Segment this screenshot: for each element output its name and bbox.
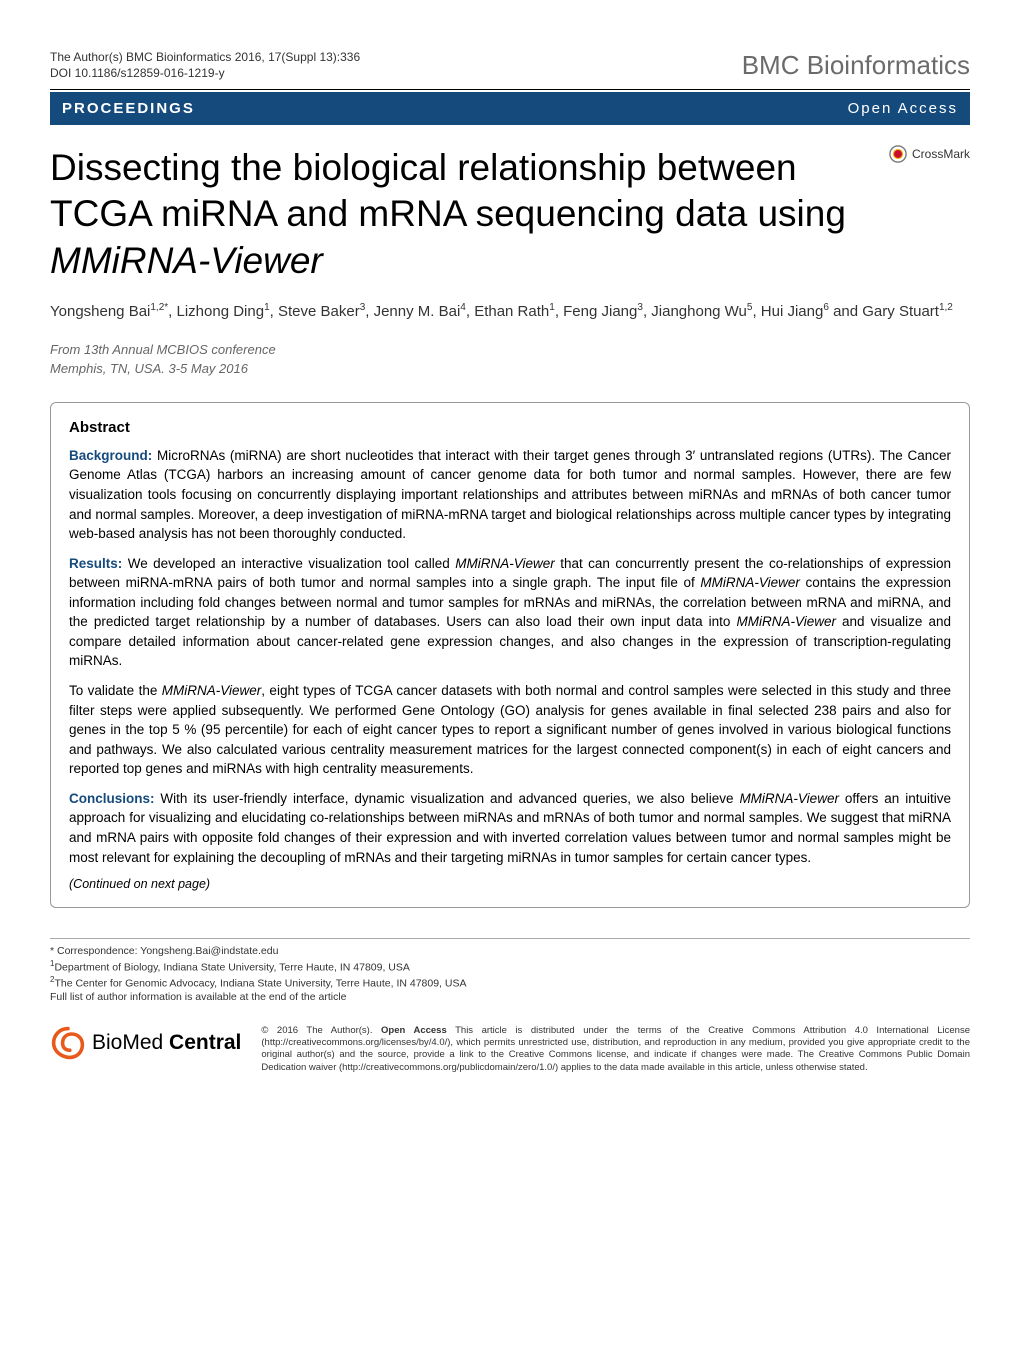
background-text: MicroRNAs (miRNA) are short nucleotides … xyxy=(69,448,951,541)
bmc-logo-text: BioMed Central xyxy=(92,1031,241,1055)
proceedings-banner: PROCEEDINGS Open Access xyxy=(50,92,970,125)
crossmark-label: CrossMark xyxy=(912,147,970,161)
divider xyxy=(50,89,970,90)
author-list: Yongsheng Bai1,2*, Lizhong Ding1, Steve … xyxy=(50,300,970,324)
conclusions-label: Conclusions: xyxy=(69,791,155,806)
abstract-results-p1: Results: We developed an interactive vis… xyxy=(69,554,951,671)
bmc-swirl-icon xyxy=(50,1025,86,1061)
biomed-central-logo: BioMed Central xyxy=(50,1025,241,1061)
conference-info: From 13th Annual MCBIOS conference Memph… xyxy=(50,341,970,377)
abstract-conclusions: Conclusions: With its user-friendly inte… xyxy=(69,789,951,867)
abstract-heading: Abstract xyxy=(69,419,951,436)
title-text: Dissecting the biological relationship b… xyxy=(50,147,846,234)
citation-line-1: The Author(s) BMC Bioinformatics 2016, 1… xyxy=(50,50,360,66)
continued-note: (Continued on next page) xyxy=(69,877,951,891)
crossmark-badge[interactable]: CrossMark xyxy=(889,145,970,163)
journal-name: BMC Bioinformatics xyxy=(742,50,970,81)
full-author-list-note: Full list of author information is avail… xyxy=(50,991,970,1005)
footer-affiliations: * Correspondence: Yongsheng.Bai@indstate… xyxy=(50,938,970,1005)
header-bar: The Author(s) BMC Bioinformatics 2016, 1… xyxy=(50,50,970,81)
license-text: © 2016 The Author(s). Open Access This a… xyxy=(261,1025,970,1074)
conference-from: From 13th Annual MCBIOS conference xyxy=(50,341,970,359)
citation-line-2: DOI 10.1186/s12859-016-1219-y xyxy=(50,66,360,82)
conference-where: Memphis, TN, USA. 3-5 May 2016 xyxy=(50,360,970,378)
abstract-results-p2: To validate the MMiRNA-Viewer, eight typ… xyxy=(69,681,951,779)
affiliation-1: 1Department of Biology, Indiana State Un… xyxy=(50,959,970,975)
banner-left: PROCEEDINGS xyxy=(62,100,195,117)
citation-block: The Author(s) BMC Bioinformatics 2016, 1… xyxy=(50,50,360,81)
correspondence: * Correspondence: Yongsheng.Bai@indstate… xyxy=(50,945,970,959)
abstract-box: Abstract Background: MicroRNAs (miRNA) a… xyxy=(50,402,970,908)
results-label: Results: xyxy=(69,556,122,571)
title-italic: MMiRNA-Viewer xyxy=(50,240,323,281)
abstract-background: Background: MicroRNAs (miRNA) are short … xyxy=(69,446,951,544)
affiliation-2: 2The Center for Genomic Advocacy, Indian… xyxy=(50,975,970,991)
license-row: BioMed Central © 2016 The Author(s). Ope… xyxy=(50,1025,970,1074)
background-label: Background: xyxy=(69,448,152,463)
banner-right: Open Access xyxy=(848,100,958,117)
article-title: Dissecting the biological relationship b… xyxy=(50,145,869,284)
crossmark-icon xyxy=(889,145,907,163)
